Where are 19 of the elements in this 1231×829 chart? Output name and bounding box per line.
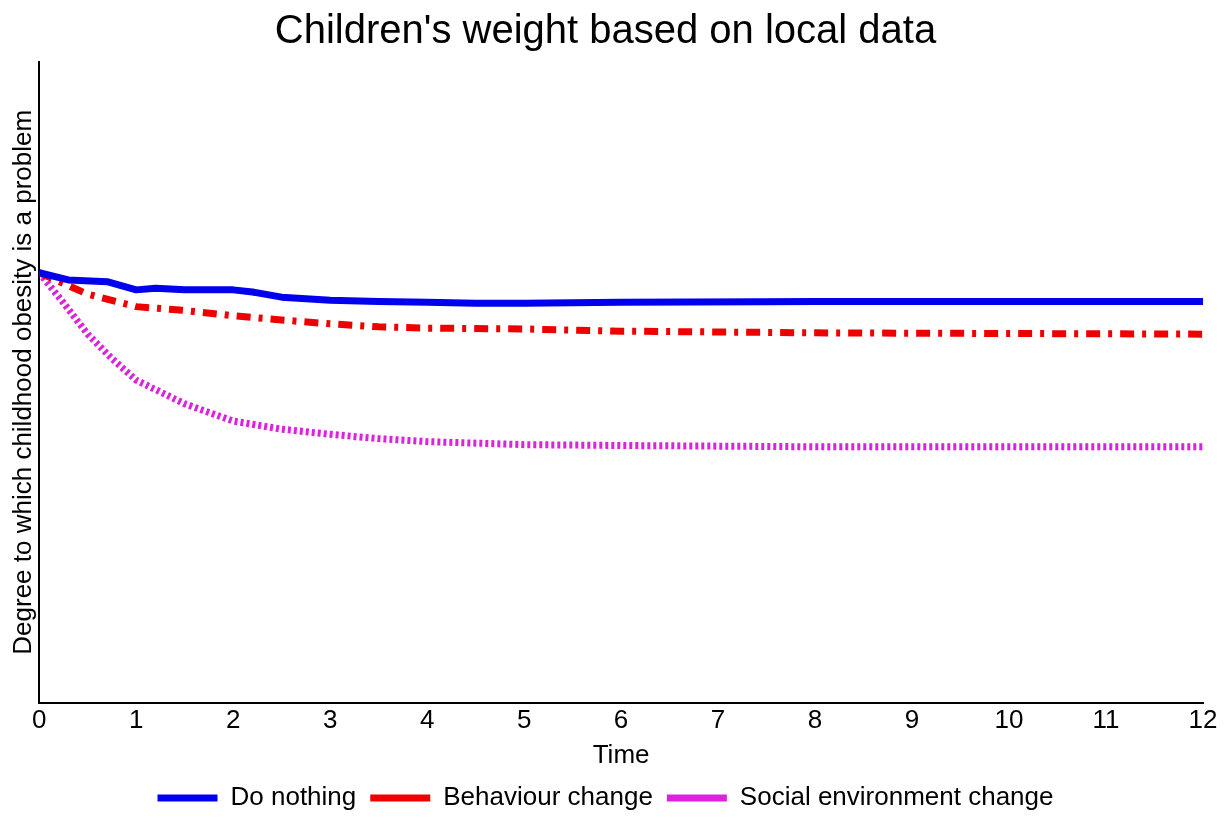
y-axis-title: Degree to which childhood obesity is a problem: [6, 109, 37, 655]
legend-label: Do nothing: [230, 781, 357, 812]
x-tick-label: 5: [516, 704, 532, 735]
x-tick-label: 1: [128, 704, 144, 735]
x-tick-label: 6: [613, 704, 629, 735]
x-tick-label: 4: [419, 704, 435, 735]
x-tick-label: 7: [710, 704, 726, 735]
x-tick-label: 8: [807, 704, 823, 735]
x-tick-label: 10: [994, 704, 1024, 735]
x-axis-title: Time: [592, 738, 650, 769]
legend-label: Social environment change: [739, 781, 1054, 812]
legend-label: Behaviour change: [443, 781, 653, 812]
x-tick-label: 0: [31, 704, 47, 735]
x-tick-label: 3: [322, 704, 338, 735]
x-tick-label: 11: [1092, 704, 1120, 735]
x-tick-label: 12: [1188, 704, 1218, 735]
x-tick-label: 2: [225, 704, 241, 735]
chart-title: Children's weight based on local data: [274, 7, 937, 52]
x-tick-label: 9: [904, 704, 920, 735]
